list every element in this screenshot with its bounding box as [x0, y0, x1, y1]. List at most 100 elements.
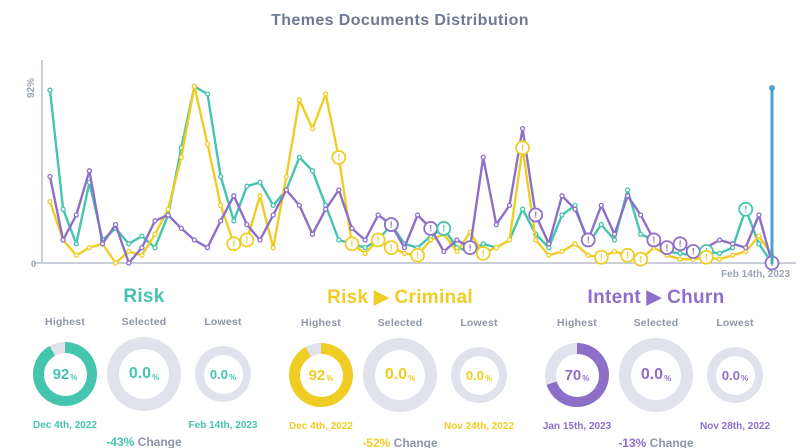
- data-point[interactable]: [204, 244, 211, 251]
- data-point[interactable]: [165, 212, 171, 218]
- data-point[interactable]: [165, 206, 171, 212]
- data-point[interactable]: [572, 206, 578, 212]
- data-point[interactable]: [191, 83, 198, 90]
- data-point[interactable]: [86, 244, 93, 251]
- data-point[interactable]: [47, 198, 53, 205]
- data-point[interactable]: [572, 241, 578, 247]
- data-point[interactable]: [506, 202, 513, 209]
- alert-icon[interactable]: [515, 140, 530, 156]
- data-point[interactable]: [638, 212, 644, 218]
- alert-icon[interactable]: [672, 236, 688, 252]
- data-point[interactable]: [362, 244, 368, 251]
- data-point[interactable]: [244, 221, 250, 228]
- data-point[interactable]: [401, 244, 408, 251]
- data-point[interactable]: [323, 91, 329, 97]
- data-point[interactable]: [296, 202, 303, 209]
- data-point[interactable]: [624, 187, 631, 193]
- data-point[interactable]: [152, 218, 158, 224]
- data-point[interactable]: [270, 202, 276, 209]
- alert-icon[interactable]: [226, 236, 242, 252]
- data-point[interactable]: [677, 250, 683, 257]
- data-point[interactable]: [270, 212, 276, 218]
- data-point[interactable]: [519, 125, 526, 132]
- data-point[interactable]: [756, 241, 762, 247]
- distribution-chart-canvas[interactable]: 92% 0 Feb 14th, 2023!!!!!!!!!!!!!!!!!!!!!!…: [0, 44, 800, 284]
- data-point[interactable]: [441, 248, 447, 255]
- data-point[interactable]: [349, 225, 355, 232]
- data-point[interactable]: [716, 256, 723, 262]
- data-point[interactable]: [454, 248, 460, 255]
- data-point[interactable]: [126, 248, 132, 255]
- data-point[interactable]: [362, 237, 368, 243]
- data-point[interactable]: [73, 252, 79, 258]
- data-point[interactable]: [677, 256, 683, 262]
- data-point[interactable]: [283, 173, 289, 180]
- data-point[interactable]: [336, 187, 342, 193]
- data-point[interactable]: [401, 250, 408, 257]
- data-point[interactable]: [257, 237, 263, 243]
- data-point[interactable]: [126, 241, 132, 247]
- data-point[interactable]: [126, 260, 132, 266]
- data-point[interactable]: [47, 87, 53, 93]
- data-point[interactable]: [559, 193, 565, 199]
- data-point[interactable]: [139, 244, 145, 251]
- data-point[interactable]: [178, 154, 184, 161]
- data-point[interactable]: [270, 244, 276, 251]
- data-point[interactable]: [638, 231, 644, 237]
- data-point[interactable]: [112, 221, 119, 228]
- data-point[interactable]: [585, 252, 591, 258]
- data-point[interactable]: [624, 193, 631, 199]
- alert-icon[interactable]: [410, 247, 425, 263]
- data-point[interactable]: [112, 260, 119, 266]
- data-point[interactable]: [546, 252, 552, 258]
- data-point[interactable]: [309, 231, 316, 237]
- data-point[interactable]: [296, 97, 303, 103]
- data-point[interactable]: [559, 212, 565, 218]
- alert-icon[interactable]: [633, 251, 649, 267]
- data-point[interactable]: [493, 221, 499, 228]
- data-point[interactable]: [73, 212, 79, 218]
- data-point[interactable]: [60, 206, 66, 212]
- data-point[interactable]: [47, 173, 53, 180]
- alert-icon[interactable]: [698, 249, 714, 265]
- data-point[interactable]: [756, 233, 762, 239]
- data-point[interactable]: [716, 250, 723, 257]
- data-point[interactable]: [480, 154, 486, 161]
- data-point[interactable]: [86, 168, 93, 174]
- alert-icon[interactable]: [593, 249, 609, 265]
- alert-icon[interactable]: [738, 201, 754, 217]
- data-point[interactable]: [323, 206, 329, 212]
- data-point[interactable]: [99, 241, 106, 247]
- data-point[interactable]: [493, 244, 499, 251]
- data-point[interactable]: [362, 250, 368, 257]
- alert-icon[interactable]: [383, 240, 399, 256]
- data-point[interactable]: [309, 125, 316, 132]
- alert-icon[interactable]: [580, 232, 596, 248]
- data-point[interactable]: [598, 202, 604, 209]
- data-point[interactable]: [480, 241, 486, 247]
- alert-icon[interactable]: [475, 245, 491, 261]
- data-point[interactable]: [139, 252, 145, 258]
- data-point[interactable]: [139, 233, 145, 239]
- alert-icon[interactable]: [646, 232, 662, 248]
- data-point[interactable]: [296, 154, 303, 161]
- data-point[interactable]: [309, 168, 316, 174]
- alert-icon[interactable]: [620, 247, 635, 263]
- data-point[interactable]: [756, 212, 762, 218]
- data-point[interactable]: [191, 237, 198, 243]
- alert-icon[interactable]: [659, 240, 675, 256]
- data-point[interactable]: [257, 193, 263, 199]
- data-point[interactable]: [519, 206, 526, 212]
- data-point[interactable]: [375, 212, 381, 218]
- data-point[interactable]: [716, 237, 723, 243]
- data-point[interactable]: [611, 237, 618, 243]
- data-point[interactable]: [611, 231, 618, 237]
- data-point[interactable]: [218, 218, 224, 224]
- data-point[interactable]: [231, 193, 237, 199]
- data-point[interactable]: [729, 252, 736, 258]
- alert-icon[interactable]: [344, 236, 360, 252]
- data-point[interactable]: [336, 237, 342, 243]
- data-point[interactable]: [598, 221, 604, 228]
- data-point[interactable]: [283, 187, 289, 193]
- data-point[interactable]: [454, 237, 460, 243]
